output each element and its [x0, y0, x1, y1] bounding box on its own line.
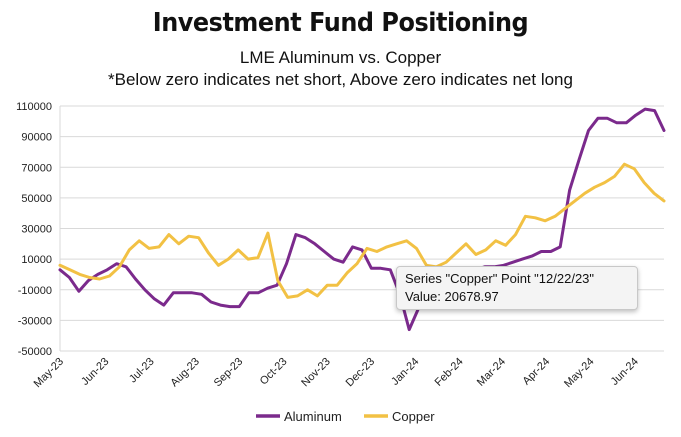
x-tick-label: Nov-23 [299, 356, 333, 390]
x-tick-label: May-24 [562, 356, 596, 390]
x-tick-label: Apr-24 [520, 356, 552, 388]
legend[interactable]: Aluminum Copper [256, 409, 435, 424]
x-tick-label: Sep-23 [212, 356, 246, 390]
x-tick-label: May-23 [32, 356, 66, 390]
y-tick-label: 70000 [21, 162, 52, 174]
y-tick-label: 50000 [21, 193, 52, 205]
gridlines [59, 105, 664, 352]
x-tick-label: Mar-24 [475, 356, 508, 389]
x-tick-label: Jan-24 [389, 356, 421, 388]
series-line-copper[interactable] [58, 162, 666, 299]
x-tick-label: Jun-23 [79, 356, 111, 388]
y-tick-label: -10000 [18, 285, 52, 297]
x-tick-label: Dec-23 [344, 356, 378, 390]
plot-lines [58, 107, 666, 332]
x-tick-label: Feb-24 [433, 356, 466, 389]
series-line-aluminum[interactable] [58, 107, 666, 332]
chart-title: Investment Fund Positioning [152, 8, 529, 38]
x-tick-label: Aug-23 [168, 356, 202, 390]
x-axis: May-23 Jun-23 Jul-23 Aug-23 Sep-23 Oct-23 Nov-… [32, 356, 641, 390]
x-tick-label: Jul-23 [127, 356, 157, 386]
chart-subtitle-note: *Below zero indicates net short, Above z… [108, 70, 573, 89]
y-tick-label: -30000 [18, 315, 52, 327]
y-tick-label: -50000 [18, 346, 52, 358]
legend-label-copper: Copper [392, 409, 435, 424]
x-tick-label: Jun-24 [609, 356, 641, 388]
y-axis: 110000 90000 70000 50000 30000 10000 -10000 -30… [16, 101, 52, 358]
chart-subtitle: LME Aluminum vs. Copper [239, 48, 442, 67]
legend-label-aluminum: Aluminum [284, 409, 342, 424]
y-tick-label: 110000 [16, 101, 52, 113]
data-tooltip: Series "Copper" Point "12/22/23" Value: … [396, 266, 638, 310]
x-tick-label: Oct-23 [258, 356, 290, 388]
y-tick-label: 10000 [21, 254, 52, 266]
tooltip-value: Value: 20678.97 [405, 289, 499, 304]
y-tick-label: 30000 [21, 224, 52, 236]
tooltip-series-point: Series "Copper" Point "12/22/23" [405, 271, 595, 286]
y-tick-label: 90000 [21, 132, 52, 144]
